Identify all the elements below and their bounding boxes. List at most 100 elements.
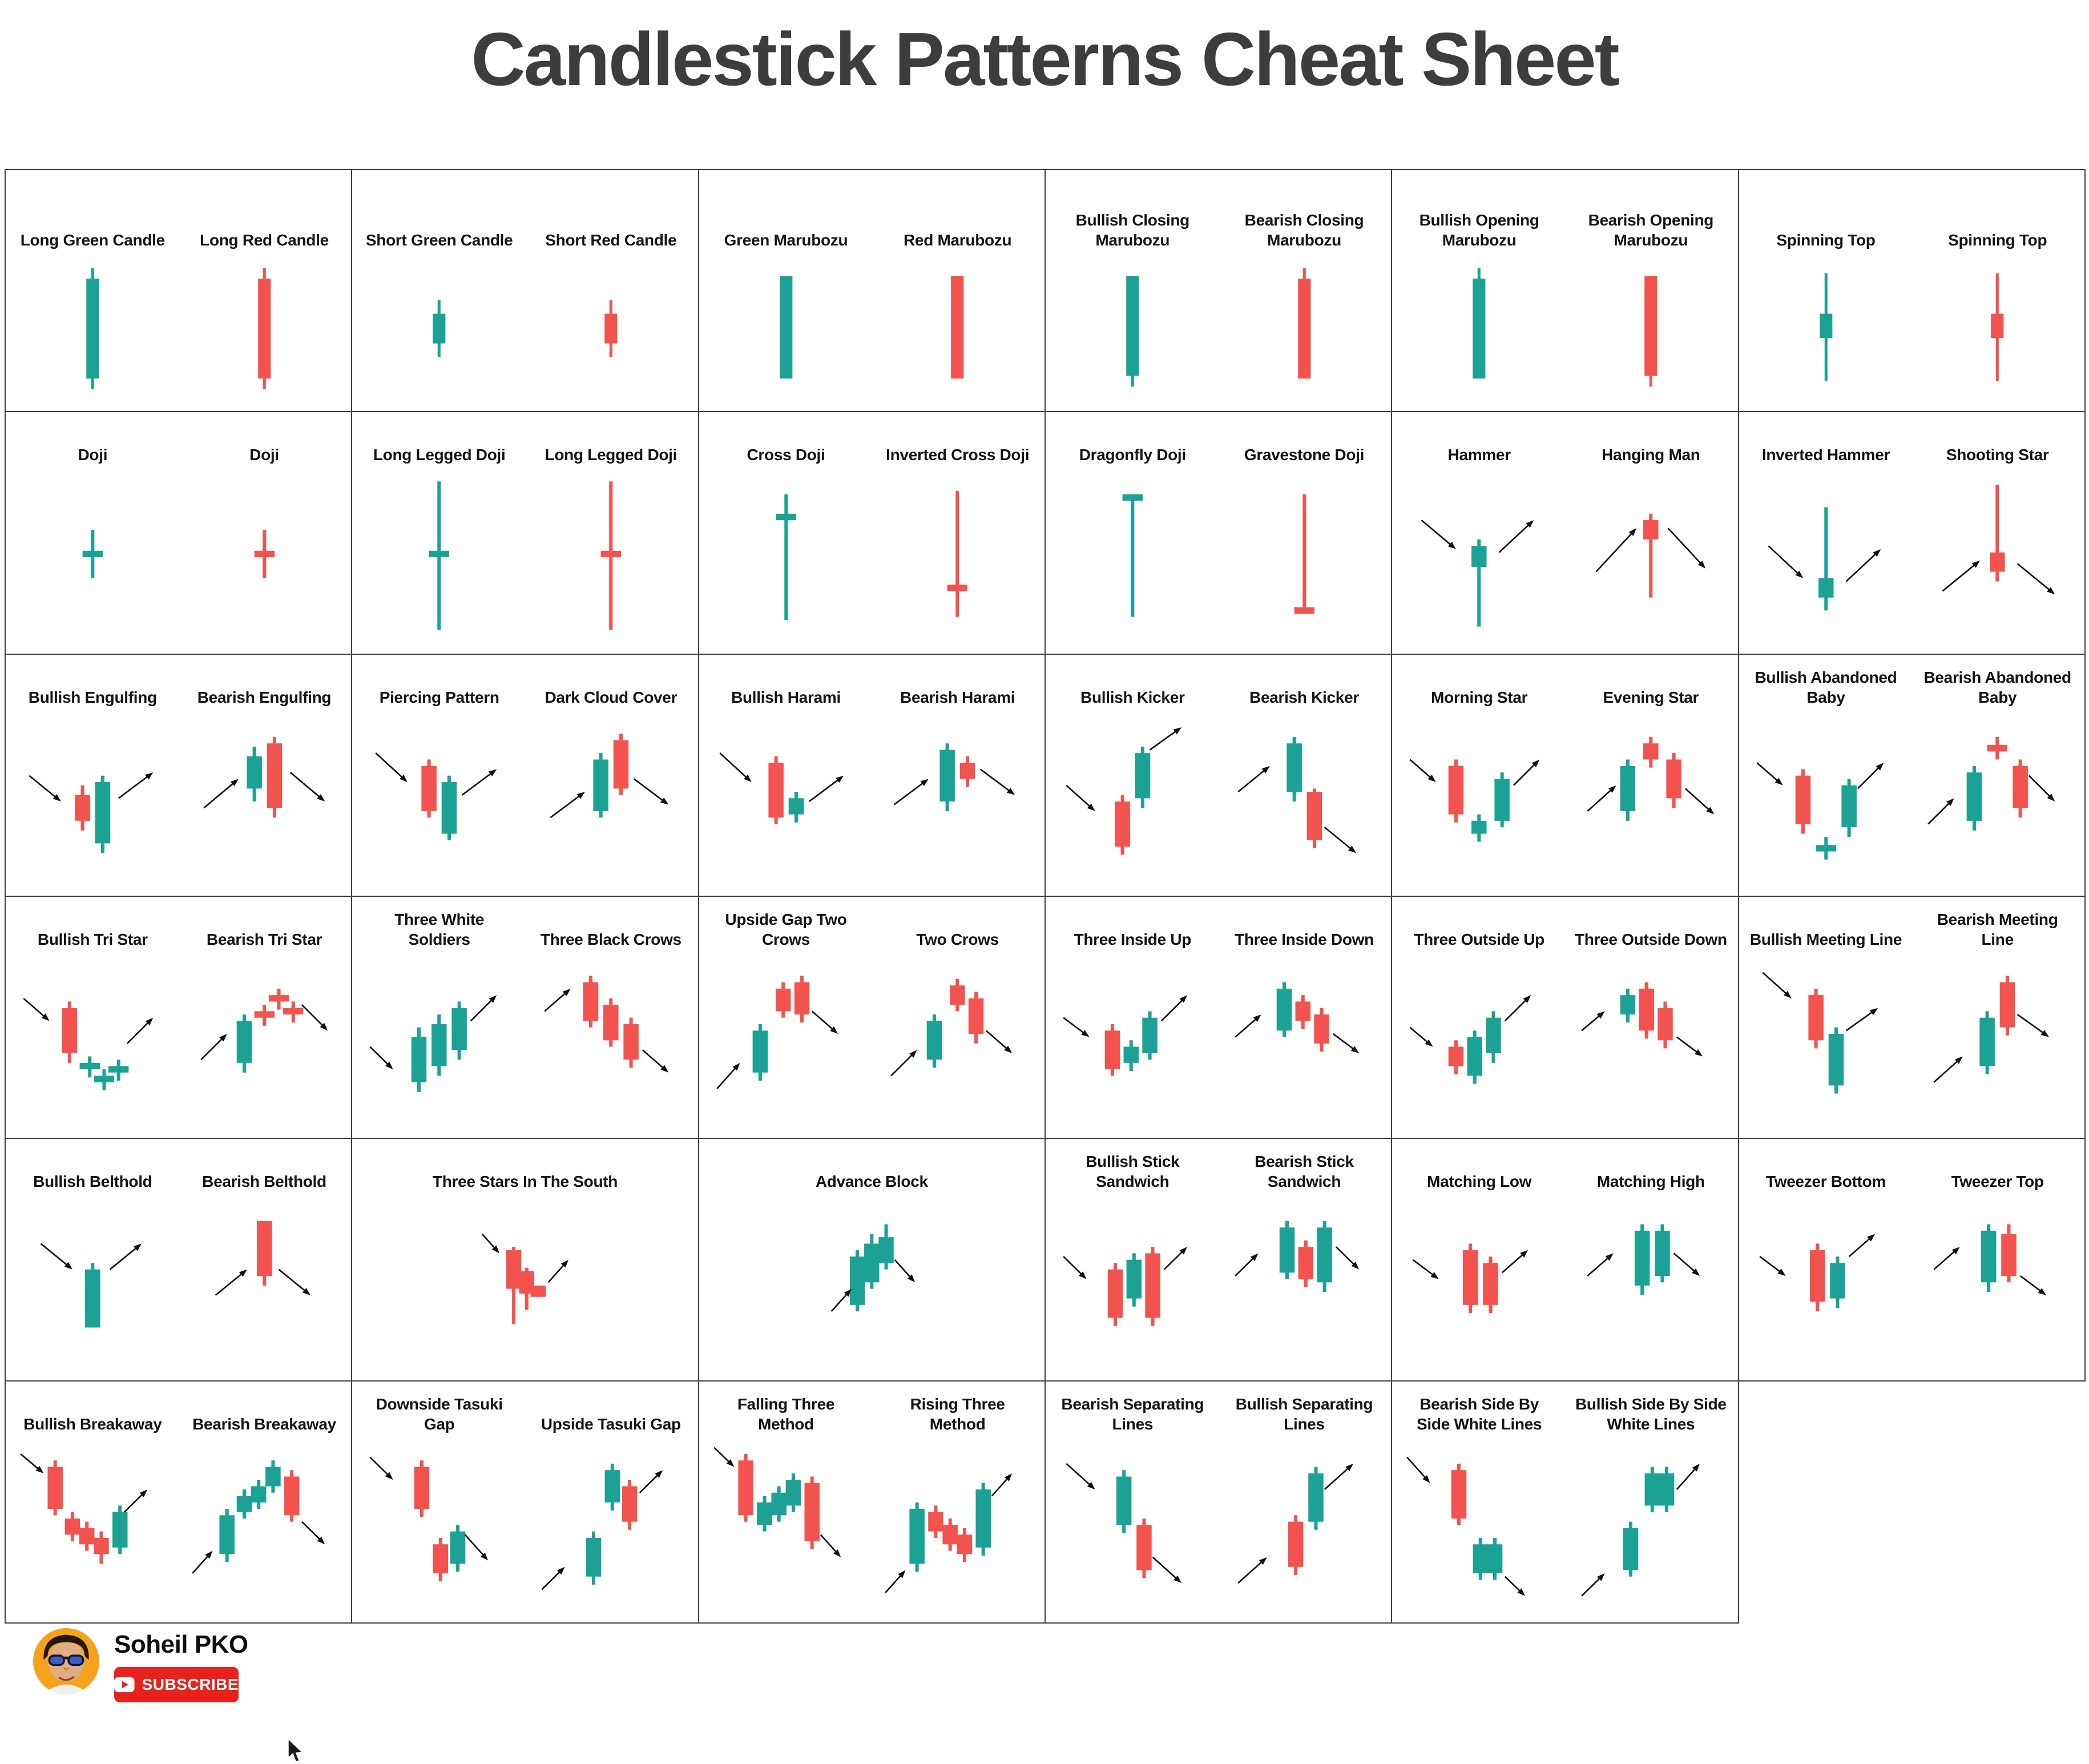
pattern-doji: Doji (7, 414, 179, 651)
pattern-label: Matching High (1596, 1173, 1705, 1191)
candle-body-green (79, 1062, 100, 1070)
trend-arrow (1933, 1056, 1963, 1083)
trend-arrow (2028, 775, 2055, 802)
candle-body-red (1314, 1014, 1329, 1044)
candle-body-green (1142, 1017, 1158, 1053)
candle-body-red (2000, 982, 2015, 1028)
pattern-label: Inverted Cross Doji (886, 446, 1030, 464)
candlestick-chart (1421, 519, 1534, 627)
pattern-cell: Three White Soldiers Three Black Crows (352, 897, 699, 1139)
candle-body-red (283, 1008, 304, 1014)
trend-arrow (1933, 1247, 1961, 1270)
candle-body-green (450, 1531, 466, 1564)
pattern-upside-gap-two-crows: Upside Gap Two Crows (700, 899, 872, 1135)
candle-body-green (451, 1008, 467, 1050)
candle-body-green (593, 759, 608, 811)
pattern-label: Hammer (1447, 446, 1511, 464)
candle-body-green (756, 1502, 772, 1525)
chart-area (350, 1434, 529, 1620)
pattern-label: Bullish Closing Marubozu (1075, 211, 1190, 249)
candlestick-chart (29, 772, 154, 853)
trend-arrow (808, 775, 844, 802)
candle-body-green (1828, 1033, 1844, 1086)
candlestick-chart (541, 1463, 663, 1590)
candle-body-green (1659, 1473, 1675, 1505)
pattern-cell: Three Outside Up Three Outside Down (1392, 897, 1739, 1139)
candle-body-green (1487, 1544, 1503, 1573)
trend-arrow (1412, 1259, 1439, 1279)
candle-body-red (1115, 801, 1130, 847)
candle-body-green (1644, 1473, 1660, 1505)
pattern-bullish-stick-sandwich: Bullish Stick Sandwich (1047, 1141, 1219, 1378)
pattern-cell: Short Green Candle Short Red Candle (352, 170, 699, 413)
candlestick-chart (890, 978, 1013, 1077)
pattern-label: Downside Tasuki Gap (376, 1395, 503, 1433)
trend-arrow (123, 1489, 148, 1513)
pattern-label: Spinning Top (1776, 231, 1876, 249)
candle-body-red (75, 795, 90, 821)
candle-body-green (85, 1269, 100, 1328)
trend-arrow (40, 1243, 73, 1270)
pattern-bearish-engulfing: Bearish Engulfing (179, 657, 350, 893)
candle-body-green (1494, 778, 1510, 821)
chart-area (697, 707, 876, 893)
trend-arrow (126, 1017, 154, 1044)
candle-body-green (1317, 1227, 1332, 1283)
candle-body-red (738, 1460, 753, 1515)
pattern-three-outside-up: Three Outside Up (1393, 899, 1565, 1135)
candle-body-green (82, 551, 103, 558)
candlestick-chart (1759, 1234, 1875, 1312)
candle-body-red (1991, 313, 2004, 339)
candlestick-chart (23, 997, 154, 1090)
candle-body-green (108, 1066, 129, 1073)
trend-arrow (1066, 784, 1095, 811)
trend-arrow (2017, 563, 2055, 595)
pattern-label: Bearish Tri Star (206, 931, 322, 948)
chart-area (175, 250, 354, 409)
candlestick-chart (203, 736, 325, 817)
chart-area (1043, 465, 1222, 651)
pattern-cell: Bullish Breakaway Bearish Breakaway (3, 1381, 353, 1624)
pattern-cell: Downside Tasuki Gap Upside Tasuki Gap (350, 1381, 699, 1624)
trend-arrow (1502, 1250, 1529, 1274)
candle-body-green (1979, 1017, 1995, 1066)
candle-body-green (95, 782, 111, 843)
pattern-cell: Long Green Candle Long Red Candle (6, 170, 354, 413)
pattern-label: Advance Block (815, 1173, 928, 1191)
trend-arrow (369, 1046, 393, 1070)
pattern-cell: Matching Low Matching High (1392, 1139, 1739, 1382)
subscribe-button[interactable]: SUBSCRIBE (114, 1667, 304, 1763)
candle-body-green (86, 279, 99, 379)
chart-area (350, 465, 529, 651)
pattern-label: Morning Star (1431, 688, 1528, 706)
trend-arrow (986, 1030, 1013, 1053)
chart-area (1908, 707, 2087, 893)
candle-body-green (1967, 772, 1982, 821)
trend-arrow (1581, 1573, 1605, 1597)
trend-arrow (1499, 520, 1534, 553)
pattern-cell: Bullish Closing Marubozu Bearish Closing … (1045, 170, 1393, 413)
candlestick-chart (1063, 1247, 1188, 1326)
pattern-hammer: Hammer (1393, 414, 1565, 651)
chart-area (3, 1434, 182, 1620)
pattern-label: Long Green Candle (20, 231, 165, 249)
pattern-three-inside-up: Three Inside Up (1047, 899, 1219, 1135)
trend-arrow (278, 1268, 310, 1296)
trend-arrow (716, 1062, 740, 1089)
pattern-label: Inverted Hammer (1761, 446, 1890, 464)
candlestick-chart (1756, 762, 1884, 860)
chart-area (1215, 707, 1394, 893)
pattern-label: Tweezer Top (1951, 1173, 2044, 1191)
candlestick-chart (257, 268, 271, 389)
trend-arrow (465, 1533, 489, 1560)
pattern-label: Red Marubozu (904, 231, 1012, 249)
candle-body-green (1655, 1231, 1670, 1276)
trend-arrow (1063, 1017, 1090, 1037)
candle-body-green (1471, 546, 1487, 567)
candle-body-green (1471, 820, 1487, 833)
candle-body-red (623, 1024, 639, 1060)
candlestick-chart (1126, 276, 1139, 387)
youtube-play-icon (114, 1677, 135, 1693)
chart-area (1215, 465, 1394, 651)
trend-arrow (23, 997, 50, 1021)
